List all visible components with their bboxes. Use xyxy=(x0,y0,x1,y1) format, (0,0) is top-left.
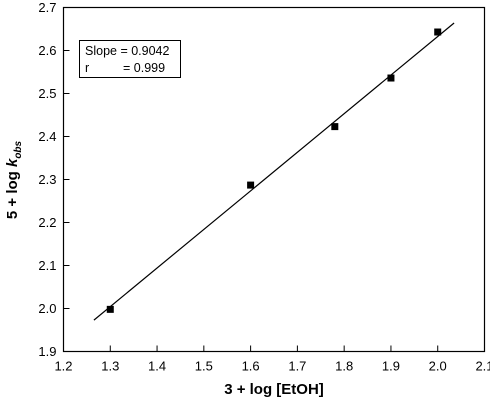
x-tick-label: 2.0 xyxy=(429,359,447,374)
x-tick-label: 1.5 xyxy=(195,359,213,374)
x-tick-label: 1.8 xyxy=(335,359,353,374)
data-point xyxy=(106,305,114,313)
x-tick-label: 1.9 xyxy=(382,359,400,374)
data-point xyxy=(331,123,339,131)
y-tick-label: 2.5 xyxy=(38,86,56,101)
legend: Slope = 0.9042 r = 0.999 xyxy=(79,40,181,78)
x-tick-label: 1.4 xyxy=(148,359,166,374)
y-tick-label: 2.4 xyxy=(38,129,56,144)
y-tick-label: 2.7 xyxy=(38,0,56,15)
y-tick-label: 2.6 xyxy=(38,43,56,58)
y-tick-label: 2.0 xyxy=(38,301,56,316)
x-tick-label: 1.2 xyxy=(54,359,72,374)
legend-r-value: = 0.999 xyxy=(123,61,165,75)
y-tick-label: 1.9 xyxy=(38,344,56,359)
plot-frame xyxy=(62,6,486,353)
fit-line xyxy=(93,22,455,321)
data-point xyxy=(434,28,442,36)
x-tick-label: 2.1 xyxy=(475,359,490,374)
x-tick-label: 1.6 xyxy=(242,359,260,374)
x-tick-label: 1.3 xyxy=(101,359,119,374)
y-tick-label: 2.1 xyxy=(38,258,56,273)
x-axis-title: 3 + log [EtOH] xyxy=(224,381,324,398)
legend-r-label: r xyxy=(85,61,89,75)
legend-slope: Slope = 0.9042 xyxy=(85,44,169,58)
y-axis-title-subscript: obs xyxy=(13,140,24,158)
y-tick-label: 2.2 xyxy=(38,215,56,230)
data-point xyxy=(247,181,255,189)
y-axis-title: 5 + log kobs xyxy=(4,140,24,219)
y-tick-label: 2.3 xyxy=(38,172,56,187)
legend-box xyxy=(79,40,181,78)
data-point xyxy=(387,74,395,82)
y-axis-title-main: 5 + log xyxy=(4,167,21,219)
x-tick-label: 1.7 xyxy=(288,359,306,374)
y-axis-title-k: k xyxy=(4,158,21,167)
